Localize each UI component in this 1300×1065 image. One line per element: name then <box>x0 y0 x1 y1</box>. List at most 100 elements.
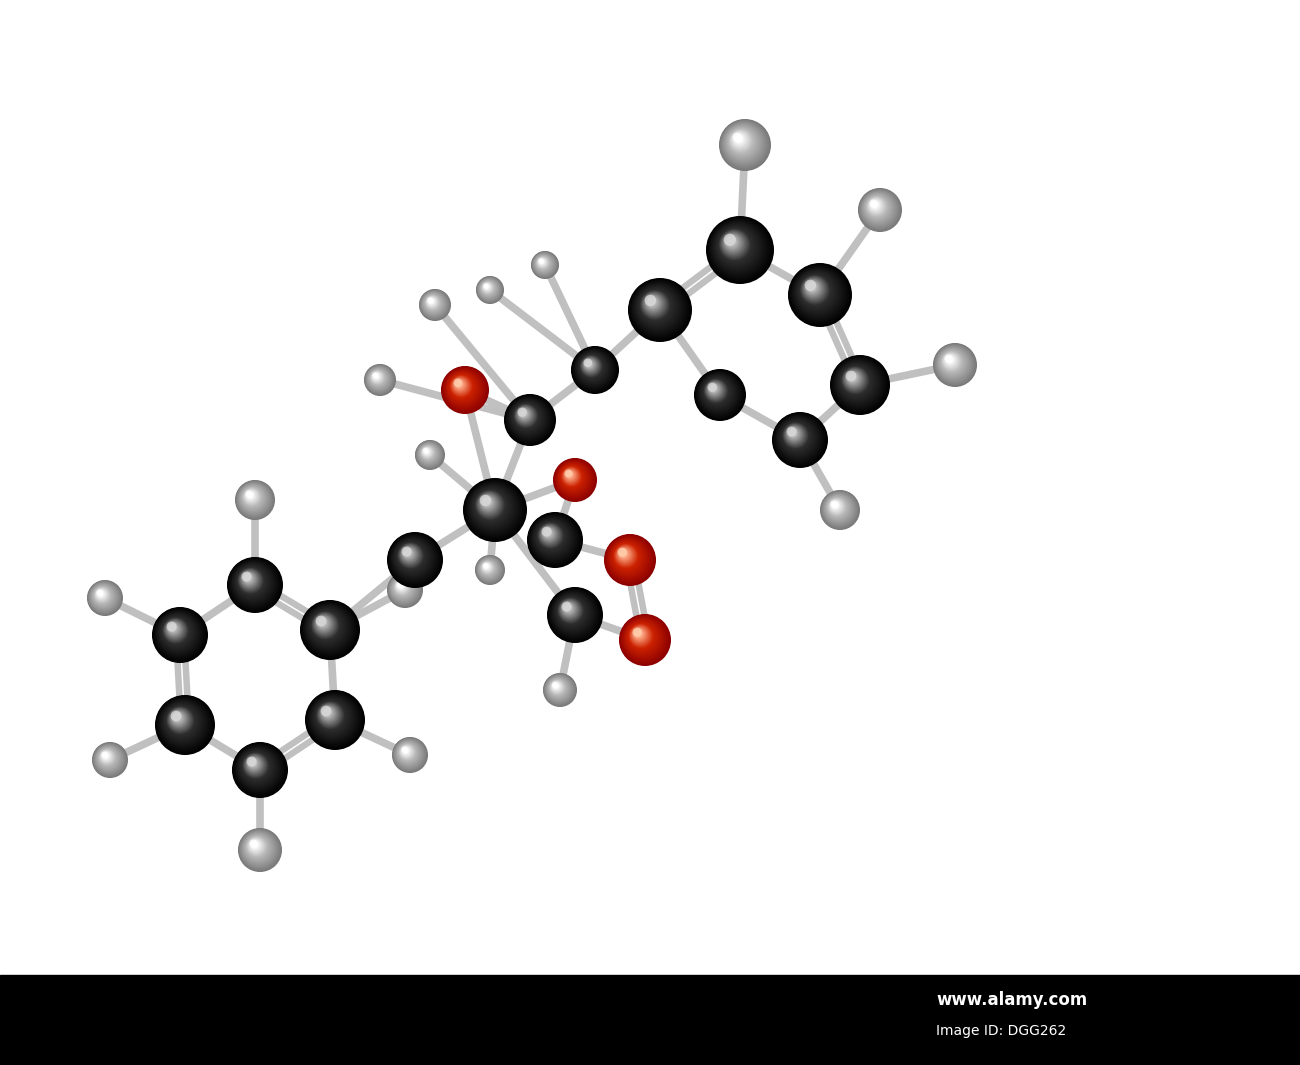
Circle shape <box>227 558 281 611</box>
Circle shape <box>91 584 117 609</box>
Circle shape <box>826 495 850 521</box>
Circle shape <box>516 406 534 424</box>
Circle shape <box>239 569 261 591</box>
Circle shape <box>532 517 575 560</box>
Circle shape <box>396 741 420 765</box>
Circle shape <box>608 538 649 578</box>
Circle shape <box>729 130 751 152</box>
Circle shape <box>805 280 816 291</box>
Circle shape <box>90 584 117 610</box>
Circle shape <box>393 737 428 772</box>
Circle shape <box>482 562 490 571</box>
Circle shape <box>172 711 185 724</box>
Circle shape <box>584 359 592 367</box>
Circle shape <box>552 683 560 690</box>
Circle shape <box>244 490 256 502</box>
Circle shape <box>517 407 532 422</box>
Circle shape <box>699 374 737 411</box>
Circle shape <box>400 545 419 563</box>
Circle shape <box>168 623 178 634</box>
Circle shape <box>556 462 590 495</box>
Circle shape <box>936 346 971 381</box>
Circle shape <box>246 835 268 858</box>
Circle shape <box>390 575 417 602</box>
Circle shape <box>512 403 540 430</box>
Circle shape <box>710 220 767 277</box>
Text: www.alamy.com: www.alamy.com <box>936 992 1087 1010</box>
Circle shape <box>369 370 385 386</box>
Circle shape <box>443 368 485 410</box>
Circle shape <box>630 625 651 646</box>
Circle shape <box>308 693 360 744</box>
Circle shape <box>510 400 545 435</box>
Circle shape <box>562 601 577 618</box>
Circle shape <box>823 493 855 525</box>
Circle shape <box>536 256 550 269</box>
Circle shape <box>562 466 581 487</box>
Circle shape <box>242 833 274 864</box>
Circle shape <box>165 705 196 736</box>
Circle shape <box>316 701 346 731</box>
Circle shape <box>785 425 805 444</box>
Circle shape <box>451 376 471 395</box>
Circle shape <box>99 749 114 765</box>
Circle shape <box>555 461 593 497</box>
Circle shape <box>394 539 430 576</box>
Circle shape <box>302 602 356 657</box>
Circle shape <box>532 251 559 278</box>
Circle shape <box>473 488 510 524</box>
Circle shape <box>155 609 204 659</box>
Circle shape <box>837 362 878 403</box>
Circle shape <box>707 382 723 397</box>
Circle shape <box>389 534 439 585</box>
Circle shape <box>698 373 738 413</box>
Circle shape <box>484 283 489 289</box>
Circle shape <box>832 358 885 411</box>
Circle shape <box>790 265 848 323</box>
Circle shape <box>304 605 351 651</box>
Circle shape <box>239 829 281 870</box>
Circle shape <box>870 199 878 208</box>
Circle shape <box>156 611 200 655</box>
Circle shape <box>424 294 442 312</box>
Circle shape <box>152 607 208 663</box>
Circle shape <box>555 460 594 498</box>
Circle shape <box>476 556 504 584</box>
Circle shape <box>317 703 342 727</box>
Circle shape <box>243 753 268 777</box>
Circle shape <box>562 602 576 617</box>
Circle shape <box>829 499 841 511</box>
Circle shape <box>367 367 390 390</box>
Circle shape <box>168 622 181 636</box>
Circle shape <box>707 217 771 281</box>
Circle shape <box>784 424 806 446</box>
Circle shape <box>564 469 577 481</box>
Circle shape <box>828 498 845 515</box>
Circle shape <box>546 676 572 702</box>
Circle shape <box>234 744 283 793</box>
Circle shape <box>538 259 543 263</box>
Circle shape <box>248 758 259 768</box>
Circle shape <box>393 537 434 578</box>
Circle shape <box>244 755 264 774</box>
Circle shape <box>720 230 747 258</box>
Circle shape <box>312 698 352 737</box>
Circle shape <box>247 492 254 498</box>
Circle shape <box>419 443 439 464</box>
Circle shape <box>848 373 858 383</box>
Circle shape <box>94 586 112 605</box>
Circle shape <box>248 758 257 767</box>
Circle shape <box>244 754 266 776</box>
Circle shape <box>716 226 755 265</box>
Circle shape <box>95 588 108 602</box>
Circle shape <box>92 586 113 606</box>
Circle shape <box>233 563 272 602</box>
Circle shape <box>445 370 482 408</box>
Circle shape <box>242 752 270 781</box>
Circle shape <box>233 562 273 603</box>
Circle shape <box>940 350 963 374</box>
Circle shape <box>629 624 653 648</box>
Circle shape <box>530 251 559 279</box>
Circle shape <box>572 346 618 393</box>
Circle shape <box>802 277 827 301</box>
